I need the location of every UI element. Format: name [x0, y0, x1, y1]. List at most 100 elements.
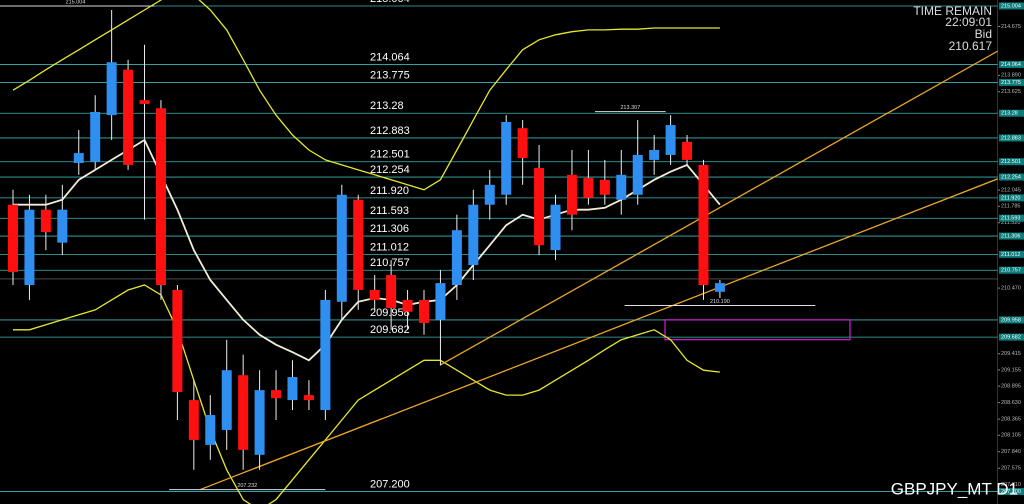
level-axis-label: 213.28: [1001, 111, 1018, 117]
level-label: 209.682: [370, 324, 410, 336]
level-axis-label: 210.757: [1001, 268, 1021, 274]
level-label: 212.501: [370, 149, 410, 161]
time-label: TIME REMAIN: [913, 4, 992, 18]
level-axis-box: [999, 250, 1024, 258]
candle-body: [123, 69, 134, 165]
candle-body: [172, 289, 183, 392]
y-tick-label: 210.470: [1001, 286, 1021, 292]
plot-area: 215.004 214.064 213.775 213.28 212.883 212.50…: [0, 0, 998, 504]
candle-body: [616, 174, 627, 200]
level-axis-box: [999, 78, 1024, 86]
bid-value: 210.617: [949, 39, 993, 53]
zone: [664, 319, 851, 341]
marker-label: 210.190: [710, 299, 730, 305]
level-axis-box: [999, 333, 1024, 341]
candle-body: [501, 121, 512, 195]
candle-body: [271, 390, 282, 399]
level-axis-label: 212.501: [1001, 159, 1021, 165]
candle-body: [665, 125, 676, 155]
candle-body: [517, 128, 528, 159]
candle-body: [649, 149, 660, 160]
candle-body: [534, 168, 545, 246]
candle-body: [550, 204, 561, 251]
indicator-line: [13, 284, 720, 504]
y-tick-label: 207.310: [1001, 482, 1021, 488]
y-tick-label: 208.895: [1001, 384, 1021, 390]
level-label: 212.254: [370, 164, 410, 176]
candle-body: [682, 141, 693, 160]
y-tick-label: 214.675: [1001, 24, 1021, 30]
level-axis-label: 211.593: [1001, 216, 1020, 222]
indicator-line: [12, 0, 720, 191]
candle-body: [8, 204, 18, 272]
level-axis-label: 207.200: [1001, 489, 1021, 495]
level-axis-label: 209.682: [1001, 335, 1021, 341]
y-tick-label: 211.520: [1001, 220, 1020, 226]
level-axis-box: [999, 488, 1024, 496]
level-label: 211.593: [370, 205, 409, 217]
bid-label: Bid: [975, 27, 992, 41]
y-tick-label: 211.785: [1001, 204, 1020, 210]
marker-label: 215.004: [66, 0, 86, 5]
level-axis-label: 211.306: [1001, 234, 1020, 240]
candle-body: [698, 164, 709, 285]
candle-body: [484, 184, 495, 205]
level-axis-label: 212.883: [1001, 135, 1021, 141]
level-label: 215.004: [370, 0, 410, 5]
level-axis-box: [999, 266, 1024, 274]
candle-body: [451, 230, 462, 285]
level-label: 211.012: [370, 241, 409, 253]
time-remain: 22:09:01: [945, 15, 992, 29]
y-tick-label: 209.155: [1001, 367, 1021, 373]
level-label: 211.306: [370, 223, 409, 235]
price-axis: 214.675 213.890 213.625 212.045 211.785 211.5…: [998, 2, 1024, 496]
level-axis-box: [999, 173, 1024, 181]
level-label: 211.920: [370, 185, 409, 197]
candle-body: [583, 177, 594, 198]
candle-body: [40, 209, 51, 233]
candle-body: [139, 100, 150, 104]
y-tick-label: 209.415: [1001, 351, 1021, 357]
level-axis-label: 212.254: [1001, 175, 1021, 181]
candle-body: [320, 299, 331, 411]
level-axis-label: 209.958: [1001, 317, 1021, 323]
level-axis-box: [999, 316, 1024, 324]
chart-title: GBPJPY_MT D1: [891, 479, 1018, 498]
candle-body: [632, 154, 643, 195]
level-axis-label: 214.064: [1001, 62, 1021, 68]
level-axis-box: [999, 214, 1024, 222]
candle-body: [221, 370, 232, 430]
candle-body: [386, 275, 397, 308]
marker-label: 207.232: [237, 483, 257, 489]
candle-body: [369, 289, 380, 300]
candle-body: [303, 395, 314, 401]
y-tick-label: 213.890: [1001, 73, 1021, 79]
level-axis-box: [999, 134, 1024, 142]
level-axis-box: [999, 2, 1024, 10]
y-tick-label: 208.630: [1001, 400, 1021, 406]
candle-body: [336, 194, 347, 302]
trend-line: [199, 178, 998, 491]
level-axis-label: 215.004: [1001, 3, 1021, 9]
indicator-line: [13, 138, 721, 362]
level-label: 207.200: [370, 478, 410, 490]
overlay: TIME REMAIN 22:09:01 Bid 210.617 GBPJPY_…: [891, 4, 1018, 498]
y-tick-label: 208.105: [1001, 433, 1021, 439]
y-tick-label: 207.840: [1001, 449, 1021, 455]
candle-body: [353, 199, 364, 290]
candle-body: [238, 375, 249, 450]
level-axis-box: [999, 194, 1024, 202]
level-label: 214.064: [370, 51, 410, 63]
candle-body: [566, 174, 577, 215]
candle-body: [254, 390, 265, 455]
candle-body: [57, 209, 68, 243]
candle-body: [106, 62, 117, 116]
level-label: 210.757: [370, 257, 410, 269]
candle-body: [599, 179, 610, 195]
y-tick-label: 207.575: [1001, 466, 1021, 472]
level-axis-box: [999, 232, 1024, 240]
level-axis-box: [999, 158, 1024, 166]
candle-body: [155, 108, 166, 285]
candle-body: [287, 377, 298, 401]
